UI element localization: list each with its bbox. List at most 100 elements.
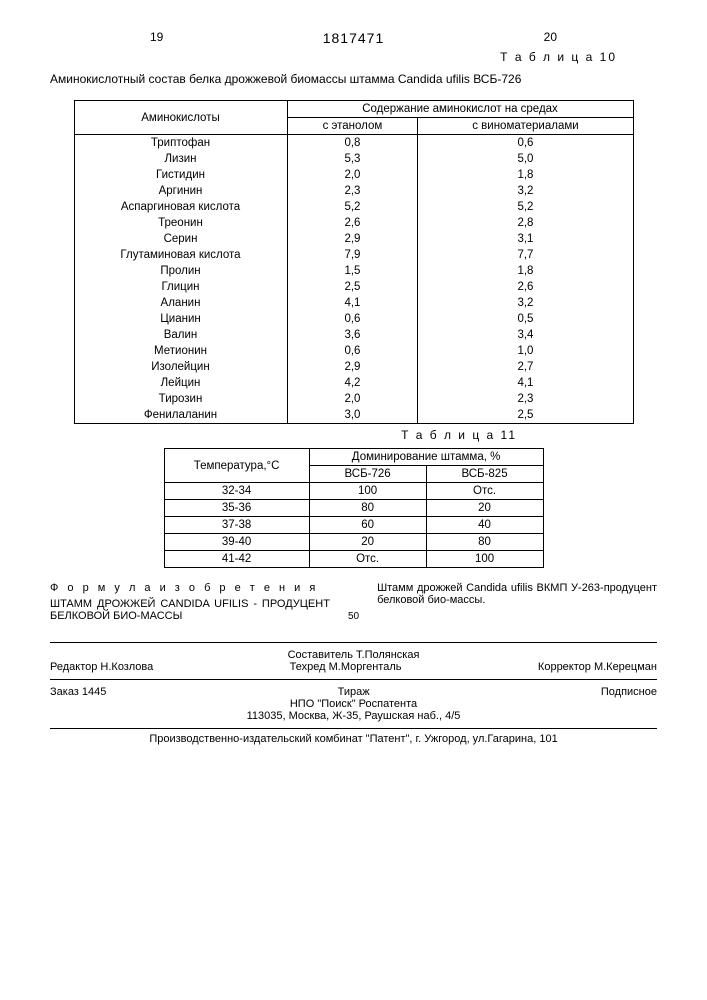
org: НПО "Поиск" Роспатента <box>50 698 657 710</box>
table-row: 39-40 <box>164 534 309 551</box>
table-cell: 2,7 <box>418 359 633 375</box>
table-cell: 5,2 <box>287 199 418 215</box>
imprint: Заказ 1445 Тираж Подписное НПО "Поиск" Р… <box>50 686 657 722</box>
table-row: 35-36 <box>164 500 309 517</box>
table-cell: 1,0 <box>418 343 633 359</box>
table-cell: 80 <box>426 534 543 551</box>
corrector: Корректор М.Керецман <box>538 661 657 673</box>
doc-number: 1817471 <box>50 30 657 46</box>
sub: Подписное <box>601 686 657 698</box>
table-cell: 2,3 <box>287 183 418 199</box>
addr: 113035, Москва, Ж-35, Раушская наб., 4/5 <box>50 710 657 722</box>
table11: Температура,°С Доминирование штамма, % В… <box>164 448 544 568</box>
t11-h0: Температура,°С <box>164 449 309 483</box>
table-row: Метионин <box>74 343 287 359</box>
table-cell: 3,6 <box>287 327 418 343</box>
table-cell: 3,0 <box>287 407 418 424</box>
formula-block: Ф о р м у л а и з о б р е т е н и я ШТАМ… <box>50 582 657 622</box>
table-cell: 0,5 <box>418 311 633 327</box>
table-cell: 2,0 <box>287 391 418 407</box>
table-cell: 5,0 <box>418 151 633 167</box>
table-cell: 2,3 <box>418 391 633 407</box>
table-row: Треонин <box>74 215 287 231</box>
table-cell: 100 <box>309 483 426 500</box>
table-cell: 0,8 <box>287 135 418 152</box>
table-cell: 2,9 <box>287 231 418 247</box>
table-cell: 4,1 <box>287 295 418 311</box>
table-row: Серин <box>74 231 287 247</box>
table-row: 37-38 <box>164 517 309 534</box>
table-cell: 100 <box>426 551 543 568</box>
table-cell: 2,9 <box>287 359 418 375</box>
tech: Техред М.Моргенталь <box>290 661 402 673</box>
table-cell: 5,3 <box>287 151 418 167</box>
table10: Аминокислоты Содержание аминокислот на с… <box>74 100 634 424</box>
table-row: Цианин <box>74 311 287 327</box>
table-row: Глицин <box>74 279 287 295</box>
table-cell: 5,2 <box>418 199 633 215</box>
bottom-line: Производственно-издательский комбинат "П… <box>50 728 657 745</box>
table-cell: 3,1 <box>418 231 633 247</box>
table-row: Валин <box>74 327 287 343</box>
table-cell: 2,8 <box>418 215 633 231</box>
table-row: Глутаминовая кислота <box>74 247 287 263</box>
table-row: Лизин <box>74 151 287 167</box>
tirage: Тираж <box>338 686 370 698</box>
table-cell: Отс. <box>309 551 426 568</box>
table-row: Гистидин <box>74 167 287 183</box>
table-cell: 7,9 <box>287 247 418 263</box>
table-cell: 2,0 <box>287 167 418 183</box>
table-cell: 0,6 <box>418 135 633 152</box>
t11-hgroup: Доминирование штамма, % <box>309 449 543 466</box>
table-row: Изолейцин <box>74 359 287 375</box>
table-cell: 0,6 <box>287 311 418 327</box>
t11-h2: ВСБ-825 <box>426 466 543 483</box>
t11-h1: ВСБ-726 <box>309 466 426 483</box>
table-cell: 7,7 <box>418 247 633 263</box>
table-cell: 20 <box>309 534 426 551</box>
line-50: 50 <box>348 611 359 622</box>
table-cell: 4,1 <box>418 375 633 391</box>
editor: Редактор Н.Козлова <box>50 661 153 673</box>
table-cell: 2,5 <box>287 279 418 295</box>
table-row: Лейцин <box>74 375 287 391</box>
table-row: Фенилаланин <box>74 407 287 424</box>
table-row: 32-34 <box>164 483 309 500</box>
table-cell: 3,4 <box>418 327 633 343</box>
table-row: Аспаргиновая кислота <box>74 199 287 215</box>
table-cell: Отс. <box>426 483 543 500</box>
table10-label: Т а б л и ц а 10 <box>50 50 617 64</box>
order: Заказ 1445 <box>50 686 106 698</box>
formula-right: Штамм дрожжей Candida ufilis ВКМП У-263-… <box>377 582 657 606</box>
table-row: Тирозин <box>74 391 287 407</box>
table-cell: 80 <box>309 500 426 517</box>
table-row: Аланин <box>74 295 287 311</box>
credits: Составитель Т.Полянская Редактор Н.Козло… <box>50 642 657 680</box>
table11-label: Т а б л и ц а 11 <box>50 428 517 442</box>
table-cell: 0,6 <box>287 343 418 359</box>
table-cell: 3,2 <box>418 295 633 311</box>
page-left: 19 <box>150 30 163 44</box>
table-cell: 40 <box>426 517 543 534</box>
table-cell: 1,8 <box>418 263 633 279</box>
table-row: Триптофан <box>74 135 287 152</box>
table10-caption: Аминокислотный состав белка дрожжевой би… <box>50 72 657 86</box>
table-cell: 20 <box>426 500 543 517</box>
table-cell: 2,6 <box>418 279 633 295</box>
table-cell: 2,6 <box>287 215 418 231</box>
table-cell: 4,2 <box>287 375 418 391</box>
table-row: Аргинин <box>74 183 287 199</box>
table-row: 41-42 <box>164 551 309 568</box>
table-cell: 3,2 <box>418 183 633 199</box>
table-row: Пролин <box>74 263 287 279</box>
t10-hgroup: Содержание аминокислот на средах <box>287 101 633 118</box>
page-right: 20 <box>544 30 557 44</box>
table-cell: 2,5 <box>418 407 633 424</box>
table-cell: 60 <box>309 517 426 534</box>
formula-left: ШТАММ ДРОЖЖЕЙ CANDIDA UFILIS - ПРОДУЦЕНТ… <box>50 598 330 622</box>
table-cell: 1,5 <box>287 263 418 279</box>
compiler: Составитель Т.Полянская <box>50 649 657 661</box>
t10-h1: с этанолом <box>287 118 418 135</box>
t10-h2: с виноматериалами <box>418 118 633 135</box>
t10-h0: Аминокислоты <box>74 101 287 135</box>
